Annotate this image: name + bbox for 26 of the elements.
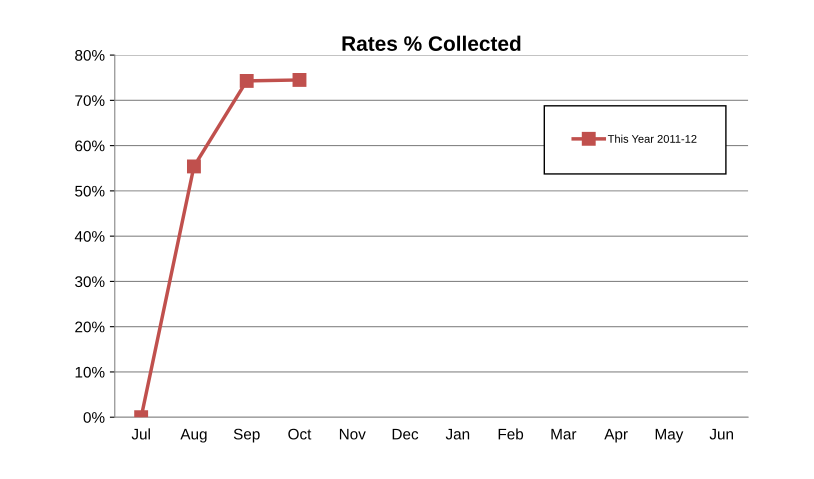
x-tick-label: Dec (392, 428, 418, 440)
x-tick-label: Jan (446, 428, 470, 440)
x-tick-label: Mar (551, 428, 576, 440)
y-tick-label: 50% (75, 186, 105, 197)
y-tick-label: 20% (75, 322, 105, 332)
y-tick-label: 70% (75, 95, 105, 106)
x-tick-label: May (656, 428, 684, 443)
x-tick-label: Jul (132, 428, 150, 440)
x-tick-label: Jun (710, 428, 734, 440)
x-tick-label: Apr (604, 428, 628, 443)
point (240, 74, 254, 88)
chart-title: Rates % Collected (342, 36, 520, 51)
x-tick-label: Sep (234, 428, 260, 443)
point (186, 159, 201, 174)
x-tick-label: Feb (498, 428, 524, 440)
y-tick-label: 30% (75, 276, 105, 288)
x-tick-label: Nov (340, 428, 366, 440)
legend-label: This Year 2011-12 (608, 134, 696, 143)
point (292, 73, 306, 87)
y-tick-label: 40% (74, 231, 105, 242)
y-tick-label: 60% (75, 140, 105, 152)
y-tick-label: 0% (84, 412, 105, 423)
y-tick-label: 10% (76, 366, 105, 378)
x-tick-label: Aug (180, 428, 207, 443)
y-tick-label: 80% (75, 50, 105, 61)
x-tick-label: Oct (288, 428, 312, 440)
